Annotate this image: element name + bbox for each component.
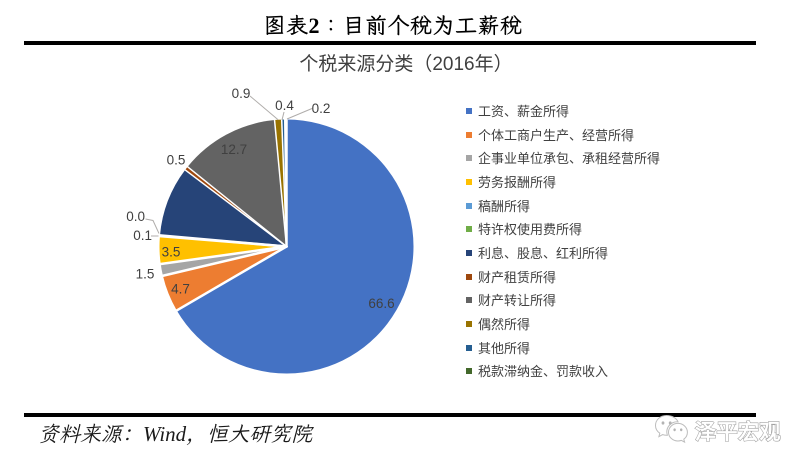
svg-text:3.5: 3.5 (162, 245, 181, 260)
svg-text:12.7: 12.7 (221, 142, 247, 157)
svg-text:4.7: 4.7 (171, 282, 190, 297)
svg-text:66.6: 66.6 (368, 296, 394, 311)
svg-text:0.0: 0.0 (126, 209, 145, 224)
svg-text:0.5: 0.5 (167, 153, 186, 168)
svg-text:0.1: 0.1 (133, 228, 152, 243)
svg-text:0.2: 0.2 (312, 101, 331, 116)
svg-text:0.9: 0.9 (232, 86, 251, 101)
svg-text:1.5: 1.5 (136, 267, 155, 282)
svg-text:0.4: 0.4 (275, 98, 294, 113)
svg-text:泽平宏观: 泽平宏观 (695, 420, 781, 444)
